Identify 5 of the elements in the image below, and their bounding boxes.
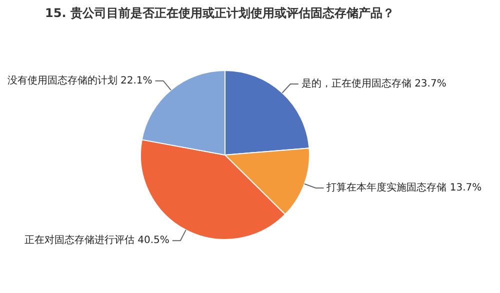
- slice-label: 没有使用固态存储的计划 22.1%: [7, 74, 152, 86]
- slice-label: 是的，正在使用固态存储 23.7%: [301, 78, 446, 90]
- chart-title: 15. 贵公司目前是否正在使用或正计划使用或评估固态存储产品？: [45, 6, 394, 20]
- slice-label: 打算在本年度实施固态存储 13.7%: [326, 182, 482, 194]
- slice-label: 正在对固态存储进行评估 40.5%: [24, 234, 170, 246]
